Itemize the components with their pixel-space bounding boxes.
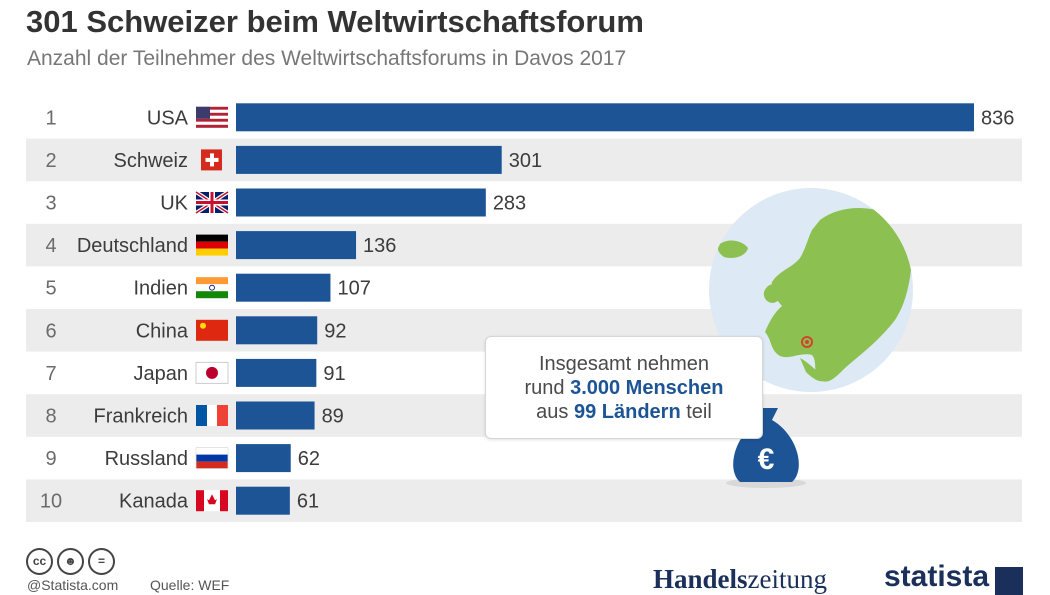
callout-line-3-pre: aus — [536, 401, 574, 423]
statista-logo-icon — [995, 567, 1023, 595]
country-label-china: China — [136, 320, 189, 342]
value-label-frankreich: 89 — [322, 406, 344, 428]
flag-uk-icon — [194, 190, 230, 215]
country-label-usa: USA — [147, 107, 189, 129]
handelszeitung-logo[interactable]: Handelszeitung — [653, 564, 827, 595]
country-label-deutschland: Deutschland — [77, 235, 188, 257]
rank-label-frankreich: 8 — [45, 406, 56, 428]
callout-highlight-people: 3.000 Menschen — [570, 377, 724, 399]
bar-russland — [236, 444, 291, 473]
country-label-japan: Japan — [134, 363, 189, 385]
bar-frankreich — [236, 401, 315, 430]
bar-kanada — [236, 486, 290, 515]
bar-japan — [236, 358, 317, 387]
chart-title: 301 Schweizer beim Weltwirtschaftsforum — [26, 4, 644, 39]
cc-icon: cc — [26, 548, 53, 575]
flag-schweiz-icon — [201, 149, 222, 171]
rank-label-usa: 1 — [45, 107, 56, 129]
rank-label-russland: 9 — [45, 448, 56, 470]
callout-line-1: Insgesamt nehmen — [538, 353, 710, 375]
partner-name-bold: Handels — [653, 564, 748, 594]
callout-box: Insgesamt nehmen rund 3.000 Menschen aus… — [485, 336, 763, 439]
flag-usa-icon — [196, 106, 228, 128]
chart-subtitle: Anzahl der Teilnehmer des Weltwirtschaft… — [27, 47, 627, 70]
flag-frankreich-icon — [196, 405, 228, 426]
value-label-deutschland: 136 — [363, 235, 396, 257]
callout-highlight-countries: 99 Ländern — [573, 401, 681, 423]
value-label-kanada: 61 — [297, 491, 319, 513]
country-label-indien: Indien — [134, 278, 189, 300]
flag-indien-icon — [196, 277, 228, 299]
license-icons: cc ☻ = — [26, 548, 119, 575]
rank-label-japan: 7 — [45, 363, 56, 385]
country-label-uk: UK — [160, 193, 188, 215]
callout-line-3-post: teil — [680, 401, 712, 423]
row-stripe — [26, 138, 1022, 182]
callout-line-2: rund 3.000 Menschen — [486, 376, 762, 400]
country-label-schweiz: Schweiz — [114, 150, 188, 172]
credit-text: @Statista.com — [27, 577, 119, 593]
source-text: Quelle: WEF — [150, 577, 230, 593]
value-label-indien: 107 — [337, 278, 370, 300]
rank-label-kanada: 10 — [40, 491, 62, 513]
flag-kanada-icon — [196, 490, 228, 512]
bar-china — [236, 316, 318, 345]
rank-label-uk: 3 — [45, 193, 56, 215]
flag-deutschland-icon — [196, 234, 228, 256]
bar-usa — [236, 103, 974, 132]
bar-schweiz — [236, 145, 502, 174]
value-label-usa: 836 — [981, 107, 1014, 129]
statista-logo[interactable]: statista — [884, 560, 990, 593]
bar-deutschland — [236, 231, 357, 260]
rank-label-schweiz: 2 — [45, 150, 56, 172]
flag-russland-icon — [195, 447, 229, 470]
euro-symbol: € — [758, 443, 775, 476]
rank-label-china: 6 — [45, 320, 56, 342]
flag-japan-icon — [195, 361, 229, 384]
nd-icon: = — [88, 548, 115, 575]
bar-indien — [236, 273, 331, 302]
rank-label-indien: 5 — [45, 278, 56, 300]
value-label-russland: 62 — [298, 448, 320, 470]
country-label-kanada: Kanada — [119, 491, 189, 513]
callout-line-2-pre: rund — [524, 377, 571, 399]
country-label-russland: Russland — [105, 448, 188, 470]
by-icon: ☻ — [57, 548, 84, 575]
value-label-japan: 91 — [323, 363, 345, 385]
value-label-uk: 283 — [493, 193, 526, 215]
rank-label-deutschland: 4 — [45, 235, 56, 257]
flag-china-icon — [196, 319, 228, 341]
country-label-frankreich: Frankreich — [94, 406, 188, 428]
row-stripe — [26, 479, 1022, 522]
value-label-schweiz: 301 — [509, 150, 542, 172]
bar-uk — [236, 188, 486, 217]
partner-name-rest: zeitung — [747, 564, 828, 594]
value-label-china: 92 — [324, 320, 346, 342]
callout-line-3: aus 99 Ländern teil — [486, 400, 762, 424]
bar-chart: 1 USA 836 2 Schweiz 301 3 UK 283 4 Deutschland 136 5… — [26, 103, 1022, 522]
